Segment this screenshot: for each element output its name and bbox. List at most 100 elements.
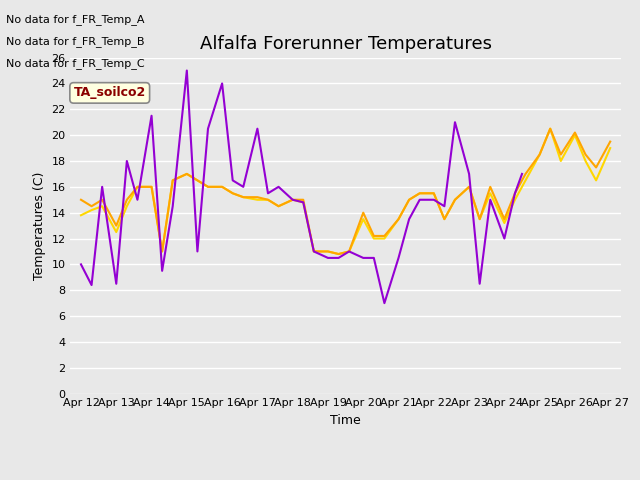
Ref_SoilT_3 <box>218 184 226 190</box>
Ref_SoilT_1 <box>486 197 494 203</box>
Ref_SoilT_1 <box>229 178 237 183</box>
Ref_SoilT_1 <box>134 197 141 203</box>
Ref_SoilT_2 <box>395 216 403 222</box>
Ref_SoilT_1 <box>275 184 282 190</box>
Ref_SoilT_2 <box>300 200 307 205</box>
Ref_SoilT_2 <box>500 220 508 226</box>
Ref_SoilT_2 <box>218 184 226 190</box>
Ref_SoilT_2 <box>253 197 261 203</box>
Ref_SoilT_2 <box>158 249 166 254</box>
Ref_SoilT_1 <box>99 184 106 190</box>
Ref_SoilT_1 <box>346 249 353 254</box>
Ref_SoilT_1 <box>370 255 378 261</box>
Ref_SoilT_3 <box>264 197 272 203</box>
Ref_SoilT_3 <box>547 126 554 132</box>
Ref_SoilT_2 <box>77 212 85 218</box>
Ref_SoilT_3 <box>123 197 131 203</box>
Ref_SoilT_1 <box>360 255 367 261</box>
Ref_SoilT_3 <box>440 216 448 222</box>
Ref_SoilT_2 <box>123 204 131 209</box>
Ref_SoilT_2 <box>239 194 247 200</box>
Ref_SoilT_3 <box>148 184 156 190</box>
Ref_SoilT_3 <box>476 216 483 222</box>
Ref_SoilT_1 <box>148 113 156 119</box>
Ref_SoilT_2 <box>275 204 282 209</box>
Ref_SoilT_3 <box>335 251 342 257</box>
Ref_SoilT_1 <box>440 204 448 209</box>
Ref_SoilT_1 <box>300 200 307 205</box>
Ref_SoilT_1 <box>77 262 85 267</box>
Ref_SoilT_3 <box>158 249 166 254</box>
Ref_SoilT_2 <box>88 207 95 213</box>
Ref_SoilT_3 <box>310 249 317 254</box>
Ref_SoilT_1 <box>511 191 519 196</box>
Ref_SoilT_3 <box>416 191 424 196</box>
Ref_SoilT_1 <box>518 171 526 177</box>
Ref_SoilT_2 <box>592 178 600 183</box>
Ref_SoilT_2 <box>310 249 317 254</box>
Ref_SoilT_2 <box>381 236 388 241</box>
Ref_SoilT_3 <box>239 194 247 200</box>
Ref_SoilT_2 <box>476 216 483 222</box>
Ref_SoilT_1 <box>158 268 166 274</box>
Ref_SoilT_2 <box>440 216 448 222</box>
Ref_SoilT_1 <box>324 255 332 261</box>
Ref_SoilT_3 <box>183 171 191 177</box>
Ref_SoilT_2 <box>148 184 156 190</box>
Title: Alfalfa Forerunner Temperatures: Alfalfa Forerunner Temperatures <box>200 35 492 53</box>
Ref_SoilT_3 <box>592 165 600 170</box>
Ref_SoilT_3 <box>430 191 438 196</box>
Ref_SoilT_1 <box>88 282 95 288</box>
Ref_SoilT_2 <box>113 229 120 235</box>
Ref_SoilT_3 <box>370 233 378 239</box>
Ref_SoilT_3 <box>405 197 413 203</box>
Ref_SoilT_2 <box>99 204 106 209</box>
Ref_SoilT_2 <box>606 145 614 151</box>
Ref_SoilT_3 <box>324 249 332 254</box>
Ref_SoilT_1 <box>381 300 388 306</box>
X-axis label: Time: Time <box>330 414 361 427</box>
Ref_SoilT_1 <box>465 171 473 177</box>
Ref_SoilT_2 <box>547 126 554 132</box>
Ref_SoilT_2 <box>465 184 473 190</box>
Ref_SoilT_1 <box>430 197 438 203</box>
Ref_SoilT_3 <box>275 204 282 209</box>
Ref_SoilT_3 <box>500 216 508 222</box>
Ref_SoilT_1 <box>218 81 226 86</box>
Ref_SoilT_2 <box>522 178 529 183</box>
Ref_SoilT_3 <box>99 197 106 203</box>
Ref_SoilT_2 <box>169 178 177 183</box>
Ref_SoilT_1 <box>193 249 201 254</box>
Ref_SoilT_1 <box>395 255 403 261</box>
Ref_SoilT_3 <box>229 191 237 196</box>
Ref_SoilT_1 <box>183 68 191 73</box>
Ref_SoilT_1 <box>405 216 413 222</box>
Ref_SoilT_2 <box>193 178 201 183</box>
Ref_SoilT_3 <box>571 130 579 135</box>
Ref_SoilT_1 <box>204 126 212 132</box>
Ref_SoilT_2 <box>229 191 237 196</box>
Text: No data for f_FR_Temp_A: No data for f_FR_Temp_A <box>6 14 145 25</box>
Ref_SoilT_3 <box>486 184 494 190</box>
Ref_SoilT_2 <box>451 197 459 203</box>
Ref_SoilT_2 <box>430 191 438 196</box>
Ref_SoilT_1 <box>264 191 272 196</box>
Ref_SoilT_2 <box>536 152 543 157</box>
Ref_SoilT_2 <box>360 216 367 222</box>
Ref_SoilT_3 <box>522 171 529 177</box>
Ref_SoilT_2 <box>571 132 579 138</box>
Ref_SoilT_3 <box>300 197 307 203</box>
Ref_SoilT_3 <box>557 152 564 157</box>
Ref_SoilT_2 <box>264 197 272 203</box>
Line: Ref_SoilT_3: Ref_SoilT_3 <box>81 129 610 254</box>
Ref_SoilT_3 <box>204 184 212 190</box>
Ref_SoilT_1 <box>500 236 508 241</box>
Ref_SoilT_3 <box>169 178 177 183</box>
Ref_SoilT_2 <box>405 197 413 203</box>
Ref_SoilT_2 <box>335 251 342 257</box>
Line: Ref_SoilT_1: Ref_SoilT_1 <box>81 71 522 303</box>
Ref_SoilT_1 <box>239 184 247 190</box>
Ref_SoilT_1 <box>289 197 296 203</box>
Ref_SoilT_2 <box>324 249 332 254</box>
Ref_SoilT_3 <box>606 139 614 144</box>
